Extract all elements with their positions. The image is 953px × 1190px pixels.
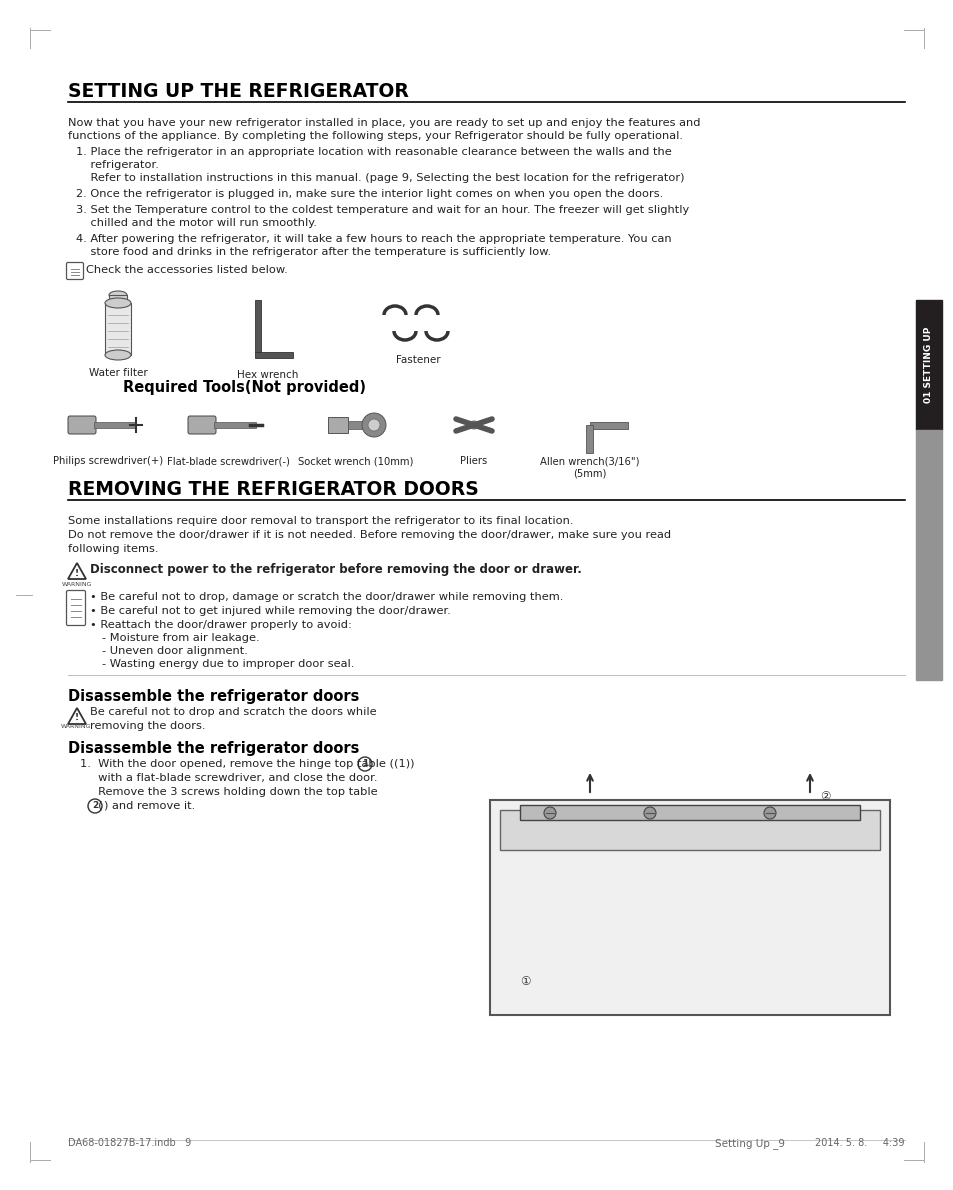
- FancyBboxPatch shape: [68, 416, 96, 434]
- Text: !: !: [75, 714, 79, 722]
- Bar: [589, 422, 627, 430]
- Text: 01 SETTING UP: 01 SETTING UP: [923, 327, 933, 403]
- Ellipse shape: [105, 298, 131, 308]
- Text: Disassemble the refrigerator doors: Disassemble the refrigerator doors: [68, 689, 359, 704]
- Text: WARNING: WARNING: [62, 582, 92, 587]
- Text: ) and remove it.: ) and remove it.: [104, 801, 195, 812]
- Text: !: !: [75, 569, 79, 577]
- FancyBboxPatch shape: [188, 416, 215, 434]
- Text: - Moisture from air leakage.: - Moisture from air leakage.: [102, 633, 259, 643]
- Text: functions of the appliance. By completing the following steps, your Refrigerator: functions of the appliance. By completin…: [68, 131, 682, 140]
- Circle shape: [368, 419, 379, 431]
- Circle shape: [643, 807, 656, 819]
- Bar: [915, 300, 941, 430]
- Text: Socket wrench (10mm): Socket wrench (10mm): [298, 456, 414, 466]
- Text: Flat-blade screwdriver(-): Flat-blade screwdriver(-): [167, 456, 289, 466]
- Text: Do not remove the door/drawer if it is not needed. Before removing the door/draw: Do not remove the door/drawer if it is n…: [68, 530, 670, 540]
- Circle shape: [88, 798, 102, 813]
- FancyBboxPatch shape: [67, 263, 84, 280]
- Text: Philips screwdriver(+): Philips screwdriver(+): [52, 456, 163, 466]
- Text: REMOVING THE REFRIGERATOR DOORS: REMOVING THE REFRIGERATOR DOORS: [68, 480, 478, 499]
- Text: DA68-01827B-17.indb   9: DA68-01827B-17.indb 9: [68, 1138, 191, 1148]
- Text: Refer to installation instructions in this manual. (page 9, Selecting the best l: Refer to installation instructions in th…: [76, 173, 684, 183]
- Text: 2. Once the refrigerator is plugged in, make sure the interior light comes on wh: 2. Once the refrigerator is plugged in, …: [76, 189, 662, 199]
- Ellipse shape: [109, 292, 127, 299]
- Circle shape: [470, 421, 477, 430]
- Text: Hex wrench: Hex wrench: [237, 370, 298, 380]
- Bar: [328, 416, 348, 433]
- Bar: [109, 295, 127, 303]
- Text: Now that you have your new refrigerator installed in place, you are ready to set: Now that you have your new refrigerator …: [68, 118, 700, 129]
- Bar: [105, 303, 131, 355]
- Circle shape: [357, 757, 372, 771]
- Bar: [585, 425, 593, 453]
- Text: with a flat-blade screwdriver, and close the door.: with a flat-blade screwdriver, and close…: [80, 774, 377, 783]
- Text: Required Tools(Not provided): Required Tools(Not provided): [123, 380, 366, 395]
- Text: ①: ①: [519, 975, 530, 988]
- Bar: [94, 422, 136, 428]
- Text: (5mm): (5mm): [573, 468, 606, 478]
- Text: 1. Place the refrigerator in an appropriate location with reasonable clearance b: 1. Place the refrigerator in an appropri…: [76, 148, 671, 157]
- Bar: [254, 352, 293, 358]
- Text: chilled and the motor will run smoothly.: chilled and the motor will run smoothly.: [76, 218, 316, 228]
- Bar: [519, 804, 859, 820]
- Text: • Be careful not to drop, damage or scratch the door/drawer while removing them.: • Be careful not to drop, damage or scra…: [90, 591, 563, 602]
- Text: Setting Up _9: Setting Up _9: [714, 1138, 784, 1148]
- Text: ②: ②: [820, 790, 830, 803]
- Text: Pliers: Pliers: [460, 456, 487, 466]
- Ellipse shape: [105, 350, 131, 361]
- Text: • Be careful not to get injured while removing the door/drawer.: • Be careful not to get injured while re…: [90, 606, 451, 616]
- Circle shape: [543, 807, 556, 819]
- Circle shape: [361, 413, 386, 437]
- Text: Remove the 3 screws holding down the top table: Remove the 3 screws holding down the top…: [80, 787, 377, 797]
- Text: Some installations require door removal to transport the refrigerator to its fin: Some installations require door removal …: [68, 516, 573, 526]
- Text: 1: 1: [361, 759, 368, 769]
- Text: following items.: following items.: [68, 544, 158, 555]
- Text: 1.  With the door opened, remove the hinge top table ((1)): 1. With the door opened, remove the hing…: [80, 759, 414, 769]
- Text: - Uneven door alignment.: - Uneven door alignment.: [102, 646, 248, 656]
- Text: 4. After powering the refrigerator, it will take a few hours to reach the approp: 4. After powering the refrigerator, it w…: [76, 234, 671, 244]
- Text: Disconnect power to the refrigerator before removing the door or drawer.: Disconnect power to the refrigerator bef…: [90, 563, 581, 576]
- Text: 3. Set the Temperature control to the coldest temperature and wait for an hour. : 3. Set the Temperature control to the co…: [76, 205, 688, 215]
- Text: SETTING UP THE REFRIGERATOR: SETTING UP THE REFRIGERATOR: [68, 82, 409, 101]
- Text: WARNING: WARNING: [61, 724, 91, 729]
- Text: (: (: [80, 801, 103, 812]
- Bar: [213, 422, 255, 428]
- Text: removing the doors.: removing the doors.: [90, 721, 205, 731]
- Bar: [499, 810, 879, 850]
- Text: - Wasting energy due to improper door seal.: - Wasting energy due to improper door se…: [102, 659, 354, 669]
- Text: Water filter: Water filter: [89, 368, 147, 378]
- Text: Check the accessories listed below.: Check the accessories listed below.: [86, 265, 288, 275]
- Text: • Reattach the door/drawer properly to avoid:: • Reattach the door/drawer properly to a…: [90, 620, 352, 630]
- Circle shape: [763, 807, 775, 819]
- Bar: [915, 430, 941, 679]
- Text: store food and drinks in the refrigerator after the temperature is sufficiently : store food and drinks in the refrigerato…: [76, 248, 551, 257]
- Text: Disassemble the refrigerator doors: Disassemble the refrigerator doors: [68, 741, 359, 756]
- Text: Allen wrench(3/16"): Allen wrench(3/16"): [539, 456, 639, 466]
- Text: refrigerator.: refrigerator.: [76, 159, 159, 170]
- FancyBboxPatch shape: [67, 590, 86, 626]
- Text: 2014. 5. 8.     4:39: 2014. 5. 8. 4:39: [815, 1138, 904, 1148]
- Text: Be careful not to drop and scratch the doors while: Be careful not to drop and scratch the d…: [90, 707, 376, 718]
- Text: Fastener: Fastener: [395, 355, 440, 365]
- Bar: [348, 421, 368, 430]
- Text: 2: 2: [91, 802, 98, 810]
- Bar: [490, 800, 889, 1015]
- Bar: [254, 300, 261, 352]
